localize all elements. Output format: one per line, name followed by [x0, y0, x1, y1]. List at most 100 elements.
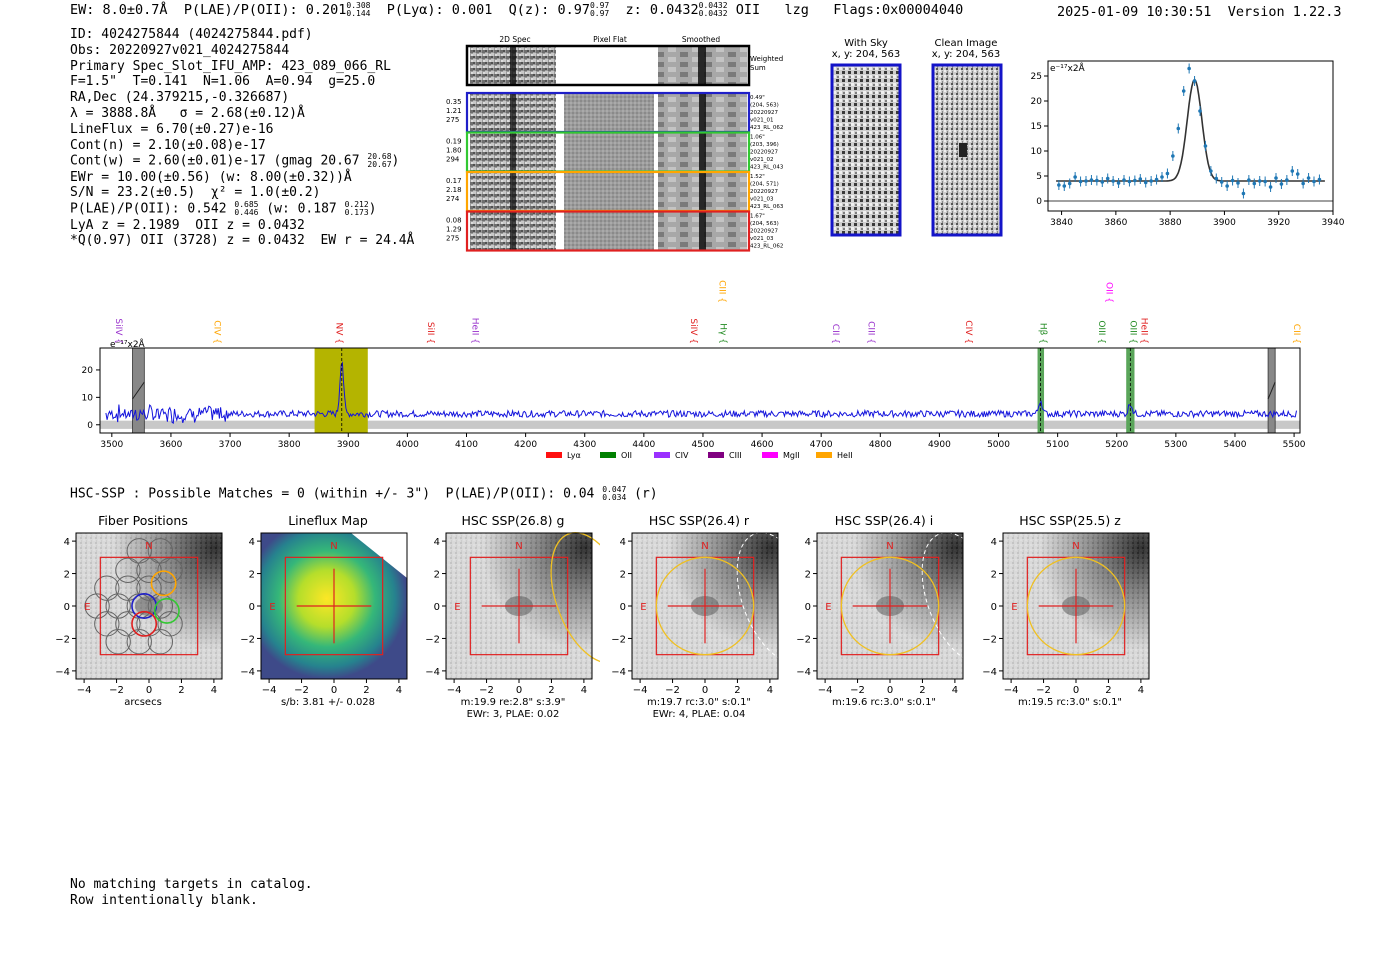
emission-line-label: HeII { [469, 318, 479, 344]
fiber-circle [115, 611, 141, 637]
east-label: E [825, 602, 831, 613]
cutout-ytick-label: 2 [434, 570, 440, 581]
legend-label: CIII [729, 451, 742, 460]
spec-xtick-label: 5000 [987, 440, 1010, 450]
match-aperture [655, 556, 755, 656]
cutout-caption-line: m:19.6 rc:3.0" s:0.1" [831, 697, 937, 708]
fit-data-point [1285, 178, 1289, 182]
masked-band-hatch [1267, 381, 1276, 400]
clean-image [931, 63, 1003, 237]
spec-xtick-label: 5100 [1046, 440, 1069, 450]
fiber-circle [115, 575, 141, 601]
cutout-ytick-label: 4 [620, 537, 626, 548]
fit-data-point [1306, 176, 1311, 180]
cutout-xtick-label: −4 [447, 685, 462, 696]
emission-line-label: SiII { [425, 322, 435, 344]
cutout-ytick-label: 0 [434, 602, 440, 613]
cutout-xtick-label: 4 [1138, 685, 1144, 696]
emission-line-label: CIII { [717, 280, 727, 303]
cutout-xtick-label: −4 [818, 685, 833, 696]
fit-data-point [1295, 172, 1300, 176]
spec-ytick-label: 10 [82, 393, 94, 403]
spec2d-row-right: 20220927 [750, 229, 778, 235]
cutout-ytick-label: −4 [982, 667, 997, 678]
fit-data-point [1116, 181, 1121, 185]
fit-ytick-label: 25 [1031, 72, 1042, 82]
fit-data-point [1100, 180, 1105, 184]
header-z: z: 0.0432 [625, 2, 699, 18]
cutout-xtick-label: −2 [109, 685, 124, 696]
lambda-sigma: λ = 3888.8Å σ = 2.68(±0.12)Å [70, 105, 305, 121]
cutout-caption: s/b: 3.81 +/- 0.028 [248, 697, 408, 709]
spec2d-row-right: 20220927 [750, 189, 778, 195]
emission-line-label: Hβ { [1037, 323, 1047, 344]
spec-xtick-label: 4800 [869, 440, 892, 450]
cutout-xtick-label: −2 [479, 685, 494, 696]
fit-model-curve [1056, 78, 1325, 182]
spec2d-row-right: 423_RL_062 [750, 244, 783, 250]
spec2d-row-left: 275 [446, 116, 459, 124]
emission-line-label: OIII { [1127, 320, 1137, 344]
fiber-circle [136, 575, 162, 601]
fit-data-point [1225, 184, 1229, 188]
cutout-image-r: N E −4 −4 −2 −2 0 0 2 2 4 4 [611, 532, 786, 696]
match-ellipse [550, 532, 600, 664]
spec2d-row-left: 0.19 [446, 138, 462, 146]
cutout-ytick-label: −4 [611, 667, 626, 678]
fiber-highlight [153, 597, 180, 624]
fit-data-point [1317, 177, 1322, 182]
catalog-note-line2: Row intentionally blank. [70, 892, 258, 908]
spec2d-row-left: 2.18 [446, 186, 462, 194]
fit-data-point [1209, 169, 1213, 173]
cutout-caption: m:19.6 rc:3.0" s:0.1" [804, 697, 964, 709]
fit-ytick-label: 15 [1031, 122, 1042, 132]
legend-swatch [816, 452, 832, 458]
fit-data-point [1143, 180, 1148, 185]
emission-line-label: OII { [1104, 282, 1114, 303]
cutout-image-fiber: N E −4 −4 −2 −2 0 0 2 2 4 4 [55, 532, 223, 696]
cutout-xtick-label: 0 [331, 685, 337, 696]
fiber-circle [105, 629, 131, 655]
svg-text:Sum: Sum [750, 64, 766, 72]
cutout-xtick-label: −4 [1004, 685, 1019, 696]
fiber-circle [126, 538, 152, 564]
col-title-smoothed: Smoothed [682, 35, 721, 44]
spec2d-row-right: v021_03 [750, 236, 774, 242]
cutout-ytick-label: −2 [982, 634, 997, 645]
cutout-title: HSC SSP(26.4) i [834, 513, 934, 528]
cutout-xtick-label: 2 [178, 685, 184, 696]
fit-xtick-label: 3840 [1050, 218, 1073, 228]
header-plya: P(Lyα): 0.001 [386, 2, 493, 18]
emission-line-label: CIV { [963, 320, 973, 344]
cutout-caption-line: s/b: 3.81 +/- 0.028 [280, 697, 376, 708]
fiber-circle [84, 593, 110, 619]
spec2d-row-left: 1.29 [446, 226, 462, 234]
aperture-box [99, 556, 199, 656]
cutout-ytick-label: 0 [991, 602, 997, 613]
fit-data-point [1274, 176, 1278, 180]
fiber-circle [105, 593, 131, 619]
fit-axes-frame [1047, 60, 1334, 212]
spec-xtick-label: 4300 [573, 440, 596, 450]
cutout-caption-line: m:19.9 re:2.8" s:3.9" [460, 697, 566, 708]
cutout-image-g: N E −4 −4 −2 −2 0 0 2 2 4 4 [425, 532, 600, 696]
cutout-xtick-label: 0 [702, 685, 708, 696]
east-label: E [269, 602, 275, 613]
fit-data-point [1279, 182, 1284, 186]
spec-xtick-label: 3600 [159, 440, 182, 450]
north-label: N [701, 541, 708, 552]
cutout-xtick-label: 0 [146, 685, 152, 696]
cutout-xtick-label: −4 [262, 685, 277, 696]
fit-data-point [1111, 179, 1115, 183]
q-line: *Q(0.97) OII (3728) z = 0.0432 EW r = 24… [70, 233, 415, 249]
fit-data-point [1095, 178, 1099, 183]
east-label: E [640, 602, 646, 613]
cutout-caption: m:19.9 re:2.8" s:3.9" EWr: 3, PLAE: 0.02 [433, 697, 593, 721]
spec-ytick-label: 0 [87, 421, 93, 431]
fit-data-point [1122, 178, 1126, 182]
obs-id: Obs: 20220927v021_4024275844 [70, 42, 290, 58]
cutout-xtick-label: −2 [665, 685, 680, 696]
header-datetime: 2025-01-09 10:30:51 Version 1.22.3 [1057, 4, 1342, 20]
spec-xtick-label: 4700 [810, 440, 833, 450]
fit-data-point [1192, 79, 1197, 83]
